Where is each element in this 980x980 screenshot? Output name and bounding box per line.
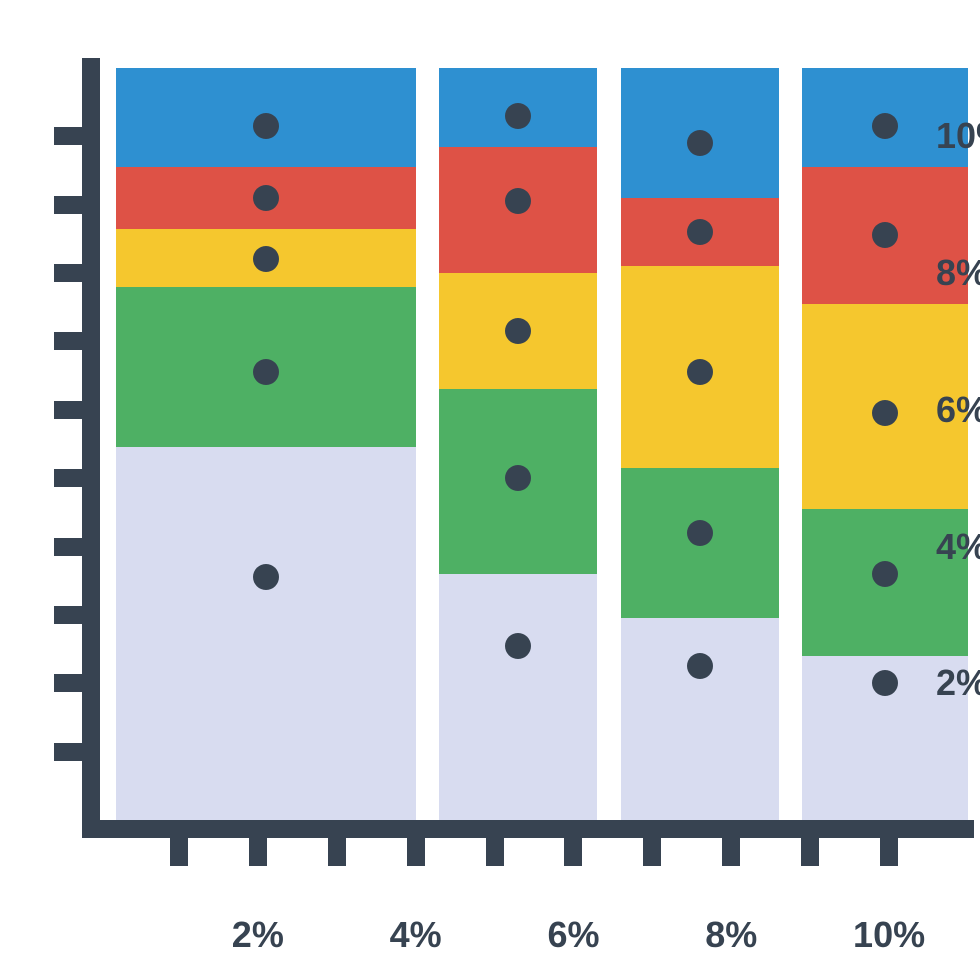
x-tick-label: 2%	[232, 914, 284, 956]
y-tick-minor	[54, 469, 82, 487]
x-tick-major	[564, 838, 582, 866]
x-tick-minor	[170, 838, 188, 866]
data-dot	[505, 633, 531, 659]
y-tick-label: 4%	[936, 526, 980, 568]
x-tick-minor	[328, 838, 346, 866]
data-dot	[872, 113, 898, 139]
data-dot	[687, 520, 713, 546]
y-tick-major	[54, 538, 82, 556]
y-tick-label: 8%	[936, 252, 980, 294]
x-tick-label: 8%	[705, 914, 757, 956]
stacked-bar-1	[439, 68, 597, 820]
y-tick-major	[54, 127, 82, 145]
data-dot	[687, 130, 713, 156]
stacked-bar-3	[802, 68, 968, 820]
data-dot	[253, 246, 279, 272]
stacked-bar-2	[621, 68, 779, 820]
y-tick-label: 2%	[936, 662, 980, 704]
data-dot	[687, 219, 713, 245]
stacked-bar-0	[116, 68, 416, 820]
segment-lavender	[116, 447, 416, 820]
y-tick-major	[54, 674, 82, 692]
x-tick-major	[722, 838, 740, 866]
y-tick-minor	[54, 606, 82, 624]
chart-stage: { "chart": { "type": "stacked-bar", "can…	[0, 0, 980, 980]
x-axis	[82, 820, 974, 838]
data-dot	[253, 359, 279, 385]
data-dot	[505, 103, 531, 129]
data-dot	[872, 561, 898, 587]
x-tick-major	[880, 838, 898, 866]
data-dot	[505, 188, 531, 214]
x-tick-minor	[486, 838, 504, 866]
y-tick-minor	[54, 332, 82, 350]
data-dot	[253, 564, 279, 590]
data-dot	[872, 222, 898, 248]
data-dot	[253, 185, 279, 211]
y-axis	[82, 58, 100, 838]
data-dot	[505, 318, 531, 344]
y-tick-major	[54, 401, 82, 419]
data-dot	[253, 113, 279, 139]
y-tick-minor	[54, 196, 82, 214]
data-dot	[687, 653, 713, 679]
y-tick-label: 10%	[936, 115, 980, 157]
data-dot	[872, 400, 898, 426]
segment-lavender	[621, 618, 779, 820]
x-tick-major	[407, 838, 425, 866]
data-dot	[687, 359, 713, 385]
x-tick-major	[249, 838, 267, 866]
x-tick-label: 6%	[547, 914, 599, 956]
segment-lavender	[439, 574, 597, 820]
y-tick-minor	[54, 743, 82, 761]
x-tick-label: 4%	[390, 914, 442, 956]
y-tick-label: 6%	[936, 389, 980, 431]
x-tick-minor	[801, 838, 819, 866]
x-tick-label: 10%	[853, 914, 925, 956]
x-tick-minor	[643, 838, 661, 866]
data-dot	[505, 465, 531, 491]
data-dot	[872, 670, 898, 696]
y-tick-major	[54, 264, 82, 282]
